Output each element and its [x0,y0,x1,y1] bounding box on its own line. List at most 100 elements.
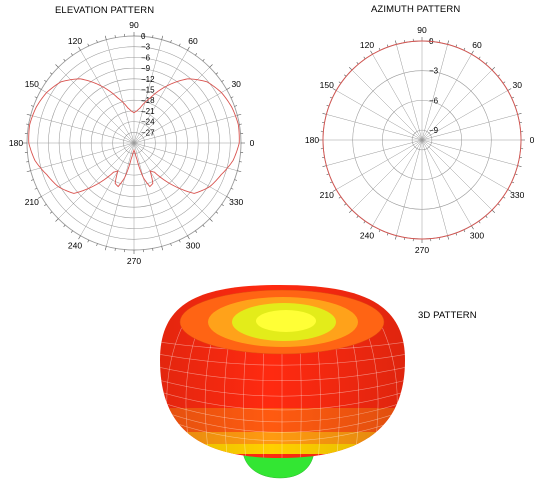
elevation-angle-label: 30 [231,79,241,89]
azimuth-spoke [421,54,472,141]
elevation-angle-tick-mark [237,170,242,173]
elevation-angle-label: 150 [25,79,39,89]
elevation-angle-label: 180 [9,138,23,148]
elevation-radial-label: −12 [141,75,155,84]
azimuth-radial-label: −9 [429,126,439,135]
azimuth-spoke [372,54,423,141]
azimuth-angle-tick-mark [471,225,474,230]
elevation-angle-tick-mark [234,105,237,107]
elevation-angle-tick-mark [104,35,107,40]
elevation-angle-label: 0 [250,138,255,148]
elevation-spoke [133,89,227,144]
azimuth-spoke [396,44,423,141]
azimuth-spoke [421,69,493,141]
elevation-angle-label: 90 [129,20,139,30]
elevation-angle-tick-mark [31,105,34,107]
azimuth-angle-label: 330 [510,190,524,200]
elevation-angle-tick-mark [44,204,47,207]
azimuth-pattern-trace [322,40,522,240]
elevation-angle-tick-mark [170,40,172,43]
pattern-3d-latitude-line [160,417,405,442]
elevation-spoke [133,142,227,197]
elevation-angle-tick-mark [195,53,198,56]
azimuth-spoke [421,114,518,141]
azimuth-spoke [351,139,423,211]
elevation-angle-tick-mark [34,96,38,99]
elevation-angle-tick-mark [178,239,181,243]
azimuth-angle-tick-mark [332,189,337,192]
azimuth-angle-tick-mark [322,165,327,167]
elevation-spoke [133,142,162,247]
elevation-angle-tick-mark [34,187,38,190]
3d-radiation-pattern [160,285,405,479]
elevation-angle-tick-mark [49,72,53,75]
azimuth-pattern-title: AZIMUTH PATTERN [371,4,461,15]
elevation-angle-tick-mark [187,235,190,240]
azimuth-angle-label: 180 [305,135,319,145]
azimuth-radial-label: −3 [429,67,439,76]
azimuth-angle-label: 270 [415,245,429,255]
elevation-radial-label: −27 [141,128,155,137]
pattern-3d-latitude-line [160,410,405,433]
elevation-radial-label: −15 [141,86,155,95]
elevation-spoke [133,115,238,144]
elevation-angle-tick-mark [31,179,34,181]
azimuth-spoke [326,114,423,141]
elevation-angle-tick-mark [26,113,31,116]
elevation-spoke [133,142,188,236]
azimuth-radial-label: −6 [429,96,439,105]
pattern-3d-latitude-line [160,401,405,423]
azimuth-angle-tick-mark [471,50,474,55]
elevation-angle-tick-mark [63,224,66,228]
elevation-angle-tick-mark [104,246,107,251]
elevation-radial-label: −6 [141,53,151,62]
azimuth-angle-label: 240 [360,230,374,240]
elevation-angle-tick-mark [170,243,172,246]
elevation-radial-label: −3 [141,43,151,52]
elevation-spoke [133,142,210,219]
pattern-3d-bottom-stub [242,451,315,479]
azimuth-angle-label: 30 [513,80,523,90]
elevation-angle-tick-mark [55,64,59,68]
elevation-spoke [133,39,162,144]
elevation-angle-tick-mark [234,179,237,181]
elevation-angle-tick-mark [161,35,164,40]
3d-pattern-title: 3D PATTERN [418,310,477,321]
elevation-pattern-title: ELEVATION PATTERN [55,5,155,16]
azimuth-angle-label: 90 [417,25,427,35]
elevation-angle-label: 300 [186,240,200,250]
azimuth-angle-tick-mark [395,40,397,45]
azimuth-angle-label: 0 [530,135,535,145]
elevation-angle-tick-mark [237,113,242,116]
elevation-angle-tick-mark [37,196,42,199]
azimuth-spoke [336,90,423,141]
elevation-angle-tick-mark [96,40,98,43]
elevation-angle-tick-mark [44,79,47,82]
elevation-angle-tick-mark [230,96,234,99]
elevation-spoke [58,142,135,219]
pattern-3d-latitude-line [160,391,405,411]
elevation-angle-label: 210 [25,197,39,207]
elevation-spoke [41,142,135,197]
elevation-polar-chart: 0 30 60 90 120 150 180 210 240 270 300 330 0 −3−6 −9 −1… [9,20,255,266]
azimuth-angle-label: 300 [470,230,484,240]
elevation-spoke [41,89,135,144]
azimuth-spoke [326,139,423,166]
elevation-spoke [80,50,135,144]
elevation-angle-tick-mark [195,230,198,233]
azimuth-angle-tick-mark [517,113,522,115]
elevation-angle-tick-mark [209,218,213,222]
elevation-angle-tick-mark [70,230,73,233]
elevation-angle-tick-mark [178,43,181,47]
elevation-angle-tick-mark [87,239,90,243]
azimuth-angle-tick-mark [348,209,353,214]
elevation-angle-label: 120 [68,36,82,46]
azimuth-spoke [421,139,518,166]
elevation-radial-label: −21 [141,107,155,116]
elevation-angle-tick-mark [187,46,190,51]
azimuth-angle-tick-mark [395,235,397,240]
elevation-radial-label: −18 [141,96,155,105]
azimuth-angle-tick-mark [507,189,512,192]
azimuth-angle-tick-mark [491,66,496,71]
elevation-angle-tick-mark [78,235,81,240]
